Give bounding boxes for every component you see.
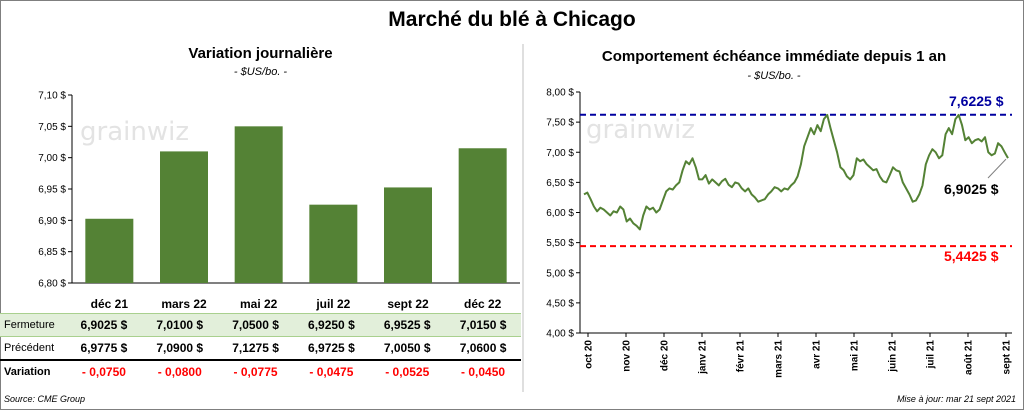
bar-category-label: sept 22: [387, 297, 429, 311]
last-value-leader: [987, 158, 1007, 179]
table-cell: - 0,0800: [157, 365, 202, 379]
table-row-previous: Précédent 6,9775 $ 7,0900 $ 7,1275 $ 6,9…: [0, 336, 521, 361]
bar: [85, 218, 134, 283]
line-y-tick-label: 4,00 $: [546, 329, 574, 340]
bar-category-label: mai 22: [240, 297, 278, 311]
watermark-text: grainwiz: [80, 117, 189, 147]
line-y-tick-label: 7,00 $: [546, 148, 574, 159]
table-row-close: Fermeture 6,9025 $ 7,0100 $ 7,0500 $ 6,9…: [0, 313, 521, 337]
line-y-tick-label: 6,00 $: [546, 208, 574, 219]
table-cell: 6,9525 $: [369, 313, 446, 337]
price-line: [583, 113, 1009, 231]
table-cell: 7,0500 $: [217, 313, 294, 337]
table-cell: 7,1275 $: [217, 336, 294, 361]
line-x-tick-label: avr 21: [812, 340, 823, 369]
table-cell: - 0,0750: [81, 365, 126, 379]
last-value-label: 6,9025 $: [944, 181, 999, 197]
bar-y-tick-label: 7,10 $: [38, 91, 66, 102]
table-cell: - 0,0775: [233, 365, 278, 379]
line-x-tick-label: déc 20: [660, 340, 671, 372]
bar-y-tick-label: 6,95 $: [38, 185, 66, 196]
table-cell: 6,9775 $: [66, 336, 142, 361]
table-cell: - 0,0450: [461, 365, 506, 379]
update-note: Mise à jour: mar 21 sept 2021: [896, 394, 1016, 404]
table-cell: 7,0150 $: [445, 313, 521, 337]
line-x-tick-label: oct 20: [584, 340, 595, 369]
bar: [458, 148, 507, 283]
bar-y-tick-label: 6,90 $: [38, 216, 66, 227]
row-label: Précédent: [0, 336, 66, 361]
low-value-label: 5,4425 $: [944, 248, 999, 264]
table-cell: 7,0900 $: [141, 336, 218, 361]
main-title: Marché du blé à Chicago: [388, 8, 636, 31]
line-x-tick-label: août 21: [964, 340, 975, 375]
line-y-tick-label: 5,00 $: [546, 268, 574, 279]
table-cell: - 0,0525: [385, 365, 430, 379]
bar: [309, 204, 358, 283]
line-x-tick-label: févr 21: [736, 340, 747, 373]
line-y-tick-label: 7,50 $: [546, 118, 574, 129]
line-x-tick-label: juin 21: [888, 340, 899, 373]
bar-category-label: déc 22: [464, 297, 502, 311]
line-y-tick-label: 4,50 $: [546, 298, 574, 309]
bar-category-label: juil 22: [315, 297, 350, 311]
high-value-label: 7,6225 $: [949, 93, 1004, 109]
price-table: Fermeture 6,9025 $ 7,0100 $ 7,0500 $ 6,9…: [0, 313, 521, 383]
bar-y-tick-label: 6,80 $: [38, 279, 66, 290]
bar-category-label: déc 21: [91, 297, 129, 311]
line-y-tick-label: 8,00 $: [546, 88, 574, 99]
left-chart-title: Variation journalière: [188, 45, 333, 62]
table-cell: 7,0600 $: [445, 336, 521, 361]
line-y-tick-label: 5,50 $: [546, 238, 574, 249]
line-x-tick-label: nov 20: [622, 340, 633, 372]
bar-y-tick-label: 7,00 $: [38, 153, 66, 164]
table-cell: 7,0050 $: [369, 336, 446, 361]
line-y-tick-label: 6,50 $: [546, 178, 574, 189]
source-note: Source: CME Group: [4, 394, 86, 404]
right-chart-title: Comportement échéance immédiate depuis 1…: [601, 48, 947, 65]
table-cell: 7,0100 $: [141, 313, 218, 337]
bar-y-tick-label: 6,85 $: [38, 247, 66, 258]
bar-category-label: mars 22: [161, 297, 207, 311]
table-cell: 6,9725 $: [293, 336, 370, 361]
left-chart-unit: - $US/bo. -: [233, 66, 288, 78]
line-x-tick-label: sept 21: [1002, 340, 1013, 375]
table-cell: 6,9250 $: [293, 313, 370, 337]
bar: [160, 151, 208, 283]
right-chart-unit: - $US/bo. -: [747, 70, 801, 82]
row-label: Variation: [4, 366, 51, 378]
table-cell: 6,9025 $: [66, 313, 142, 337]
watermark-text: grainwiz: [586, 115, 695, 145]
table-cell: - 0,0475: [309, 365, 354, 379]
bar-y-tick-label: 7,05 $: [38, 122, 66, 133]
line-x-tick-label: mai 21: [850, 340, 861, 372]
line-x-tick-label: mars 21: [774, 340, 785, 378]
bar: [384, 187, 432, 283]
line-x-tick-label: janv 21: [698, 340, 709, 375]
row-label: Fermeture: [0, 313, 66, 337]
bar: [234, 126, 283, 283]
table-row-change: Variation - 0,0750 - 0,0800 - 0,0775 - 0…: [0, 360, 521, 383]
line-x-tick-label: juil 21: [926, 340, 937, 370]
